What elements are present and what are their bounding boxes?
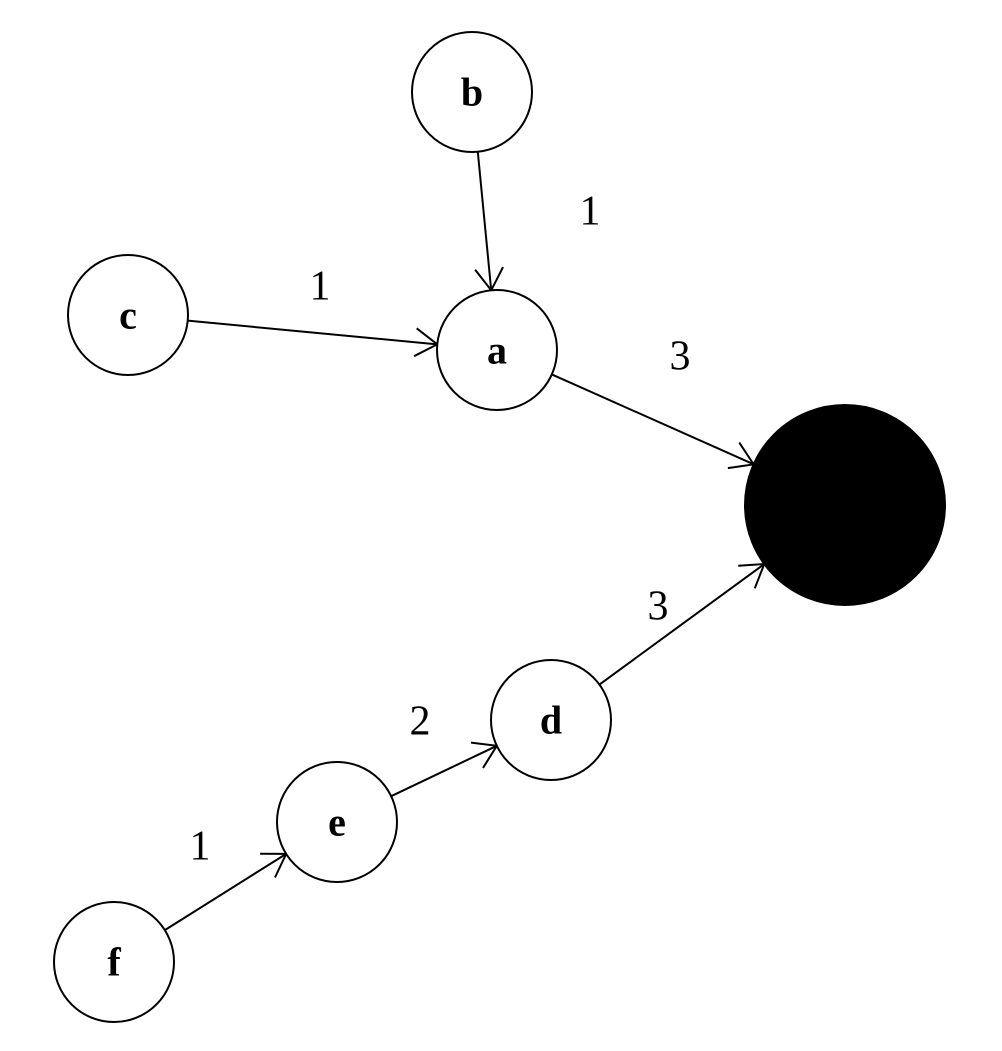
edge-label-b-a: 1 [580, 189, 601, 235]
edge-label-f-e: 1 [190, 824, 211, 870]
edge-d-sink [599, 564, 764, 685]
edge-a-sink [552, 374, 754, 464]
node-label-f: f [107, 940, 121, 985]
node-label-d: d [540, 698, 562, 743]
network-diagram: 1 1 3 3 2 1 a b c d e f [0, 0, 1002, 1051]
edge-e-d [391, 746, 497, 796]
edge-b-a [478, 152, 491, 291]
edge-label-e-d: 2 [410, 699, 431, 745]
edge-label-a-sink: 3 [670, 334, 691, 380]
node-label-c: c [119, 293, 137, 338]
node-label-e: e [328, 800, 346, 845]
edge-c-a [188, 321, 438, 345]
edge-label-d-sink: 3 [648, 584, 669, 630]
node-label-a: a [487, 328, 507, 373]
node-sink [745, 405, 945, 605]
edge-label-c-a: 1 [310, 264, 331, 310]
node-label-b: b [461, 70, 483, 115]
edge-f-e [165, 854, 286, 930]
